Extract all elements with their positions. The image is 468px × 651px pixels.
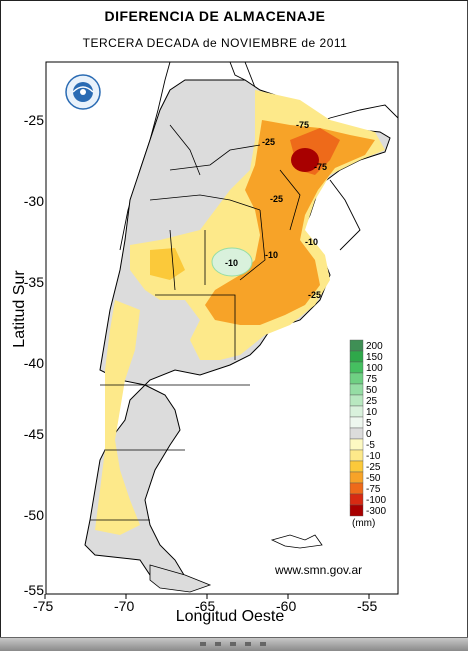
source-url: www.smn.gov.ar [275, 563, 363, 577]
contour-label: -75 [314, 162, 327, 172]
legend-label: -25 [366, 462, 381, 473]
contour-label: -10 [225, 258, 238, 268]
x-tick-label: -65 [195, 598, 215, 614]
malvinas-islands [270, 534, 323, 549]
legend-swatch [349, 449, 364, 462]
legend-label: -10 [366, 451, 381, 462]
x-tick-label: -70 [114, 598, 134, 614]
y-tick-label: -50 [24, 507, 44, 523]
legend-swatch [349, 427, 364, 440]
contour-label: -25 [262, 137, 275, 147]
deficit-medium-region-west [150, 248, 185, 280]
y-axis: -25 -30 -35 -40 -45 -50 -55 [24, 112, 44, 598]
smn-logo-icon [65, 74, 101, 110]
legend-swatch [349, 339, 364, 352]
legend-swatch [349, 394, 364, 407]
plot-frame [45, 61, 399, 595]
legend: 2001501007550251050-5-10-25-50-75-100-30… [349, 339, 386, 529]
contour-label: -10 [265, 250, 278, 260]
legend-swatch [349, 416, 364, 429]
status-bar [0, 637, 468, 651]
legend-label: 25 [366, 396, 378, 407]
legend-swatch [349, 350, 364, 363]
legend-label: 50 [366, 385, 378, 396]
legend-swatch [349, 482, 364, 495]
legend-swatch [349, 438, 364, 451]
contour-label: -75 [296, 120, 309, 130]
map-title: DIFERENCIA DE ALMACENAJE [104, 8, 326, 24]
legend-swatch [349, 460, 364, 473]
legend-swatch [349, 372, 364, 385]
deficit-light-region-south [95, 300, 140, 535]
status-bar-tick [215, 642, 221, 646]
status-bar-tick [260, 642, 266, 646]
surplus-region [211, 247, 253, 277]
legend-swatch [349, 405, 364, 418]
x-tick-label: -75 [33, 598, 53, 614]
legend-unit: (mm) [352, 518, 375, 529]
legend-label: -100 [366, 495, 386, 506]
y-tick-label: -40 [24, 355, 44, 371]
legend-label: 5 [366, 418, 372, 429]
legend-label: -75 [366, 484, 381, 495]
province-borders [90, 124, 301, 521]
map-subtitle: TERCERA DECADA de NOVIEMBRE de 2011 [82, 36, 348, 50]
y-axis-label: Latitud Sur [11, 270, 28, 348]
y-tick-label: -55 [24, 582, 44, 598]
legend-label: 10 [366, 407, 378, 418]
contour-labels: -75 -75 -25 -25 -10 -10 -10 -25 [225, 120, 327, 300]
contour-label: -10 [305, 237, 318, 247]
legend-label: -50 [366, 473, 381, 484]
legend-label: 150 [366, 352, 383, 363]
legend-label: -300 [366, 506, 386, 517]
legend-swatch [349, 361, 364, 374]
legend-label: 0 [366, 429, 372, 440]
status-bar-tick [200, 642, 206, 646]
y-tick-label: -25 [24, 112, 44, 128]
x-axis: -75 -70 -65 -60 -55 [33, 594, 377, 614]
legend-label: -5 [366, 440, 375, 451]
tierra-del-fuego [149, 564, 212, 593]
status-bar-tick [230, 642, 236, 646]
y-tick-label: -30 [24, 193, 44, 209]
x-axis-label: Longitud Oeste [175, 608, 285, 625]
legend-label: 100 [366, 363, 383, 374]
contour-label: -25 [270, 194, 283, 204]
x-tick-label: -60 [276, 598, 296, 614]
y-tick-label: -45 [24, 426, 44, 442]
legend-label: 75 [366, 374, 378, 385]
legend-swatch [349, 471, 364, 484]
legend-swatch [349, 383, 364, 396]
legend-label: 200 [366, 341, 383, 352]
deficit-extreme-region [291, 148, 319, 172]
x-tick-label: -55 [357, 598, 377, 614]
contour-label: -25 [308, 290, 321, 300]
legend-swatch [349, 493, 364, 506]
status-bar-tick [245, 642, 251, 646]
y-tick-label: -35 [24, 274, 44, 290]
legend-swatch [349, 504, 364, 517]
